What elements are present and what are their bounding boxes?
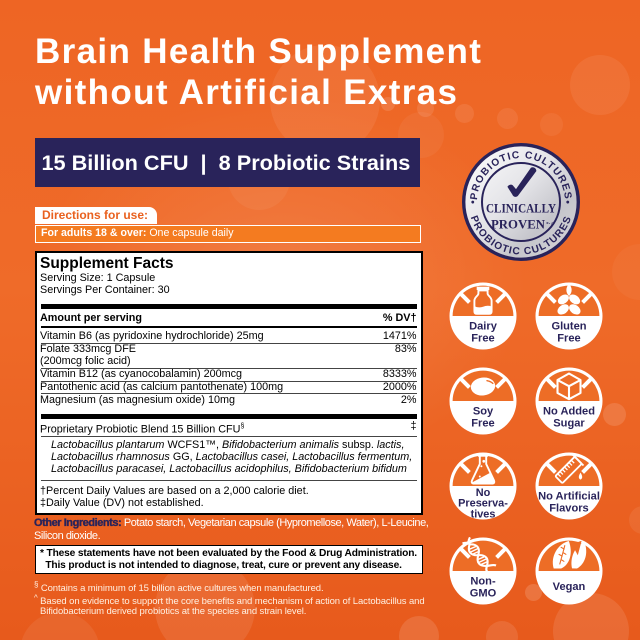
svg-text:tives: tives <box>471 508 496 520</box>
svg-text:•: • <box>566 198 570 209</box>
svg-text:*·^: *·^ <box>546 222 554 228</box>
svg-text:Gluten: Gluten <box>551 320 586 332</box>
svg-text:No: No <box>476 487 491 499</box>
svg-text:Soy: Soy <box>473 405 494 417</box>
svg-text:Flavors: Flavors <box>549 503 588 515</box>
svg-text:CLINICALLY: CLINICALLY <box>486 202 556 216</box>
svg-text:No Added: No Added <box>543 405 595 417</box>
svg-text:No Artificial: No Artificial <box>538 491 600 503</box>
svg-text:Vegan: Vegan <box>552 581 585 593</box>
svg-text:Free: Free <box>557 332 580 344</box>
svg-text:Free: Free <box>471 332 494 344</box>
svg-text:Sugar: Sugar <box>553 417 585 429</box>
svg-text:Non-: Non- <box>470 575 496 587</box>
svg-text:Dairy: Dairy <box>469 320 498 332</box>
svg-text:PROVEN: PROVEN <box>491 218 545 232</box>
svg-text:•: • <box>471 198 475 209</box>
svg-text:GMO: GMO <box>470 587 497 599</box>
svg-text:Preserva-: Preserva- <box>458 498 508 510</box>
svg-text:Free: Free <box>471 417 494 429</box>
